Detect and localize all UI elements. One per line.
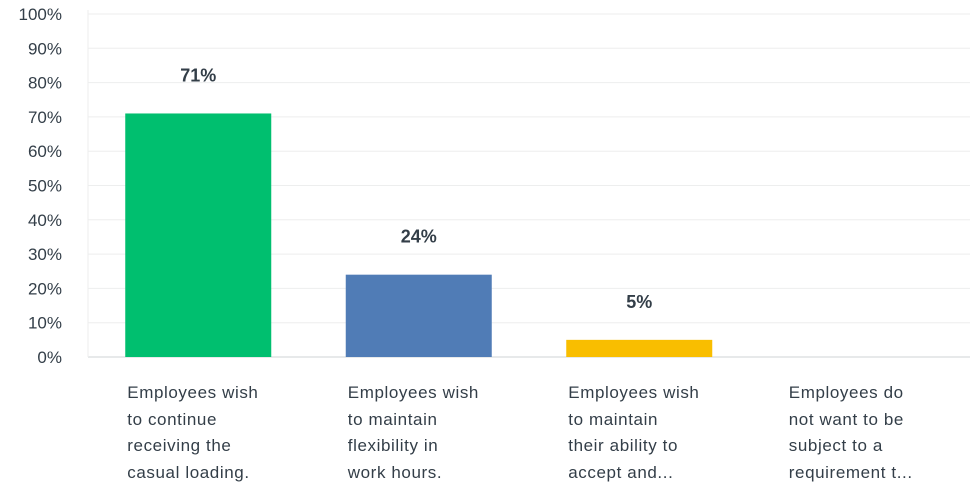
- bar: [345, 274, 492, 357]
- x-tick-label-line: Employees wish: [127, 383, 259, 402]
- y-tick-label: 0%: [37, 348, 62, 367]
- data-labels: 71% 24% 5%: [180, 65, 652, 311]
- x-tick-label-line: flexibility in: [347, 436, 439, 455]
- x-tick-label: Employees wish to maintain flexibility in w…: [348, 380, 523, 486]
- bar: [566, 339, 713, 357]
- x-tick-label-line: casual loading.: [127, 462, 250, 482]
- y-tick-label: 10%: [28, 314, 62, 333]
- x-tick-label-line: Employees wish: [347, 383, 479, 402]
- x-tick-label-line: subject to a: [788, 436, 883, 455]
- y-tick-label: 90%: [28, 39, 62, 58]
- x-tick-label: Employees wish to maintain their ability t…: [568, 380, 743, 486]
- y-tick-label: 50%: [28, 177, 62, 196]
- x-tick-label: Employees wish to continue receiving the ca…: [127, 380, 302, 486]
- data-label: 5%: [626, 292, 652, 312]
- x-tick-label-line: accept and...: [568, 462, 674, 482]
- y-tick-label: 30%: [28, 245, 62, 264]
- bars: [125, 113, 713, 357]
- x-tick-label-line: to maintain: [347, 409, 438, 429]
- data-label: 24%: [401, 227, 437, 247]
- y-tick-label: 20%: [28, 279, 62, 298]
- x-tick-label-line: requirement t...: [788, 462, 913, 482]
- y-tick-label: 60%: [28, 142, 62, 161]
- x-tick-label-line: their ability to: [568, 436, 679, 455]
- x-tick-label-line: Employees do: [788, 383, 904, 402]
- bar: [125, 113, 272, 357]
- y-tick-label: 40%: [28, 211, 62, 230]
- x-tick-label-line: Employees wish: [568, 383, 700, 402]
- x-tick-label-line: work hours.: [347, 462, 443, 482]
- y-axis: 0% 10% 20% 30% 40% 50% 60% 70% 80% 90% 100%: [19, 5, 89, 367]
- x-tick-label-line: to continue: [127, 409, 218, 429]
- x-tick-label-line: to maintain: [568, 409, 659, 429]
- x-tick-label-line: receiving the: [127, 436, 232, 455]
- data-label: 71%: [180, 65, 216, 85]
- y-tick-label: 100%: [19, 5, 62, 24]
- y-tick-label: 80%: [28, 74, 62, 93]
- y-tick-label: 70%: [28, 108, 62, 127]
- x-tick-label: Employees do not want to be subject to a re…: [789, 380, 964, 486]
- x-tick-label-line: not want to be: [788, 409, 904, 429]
